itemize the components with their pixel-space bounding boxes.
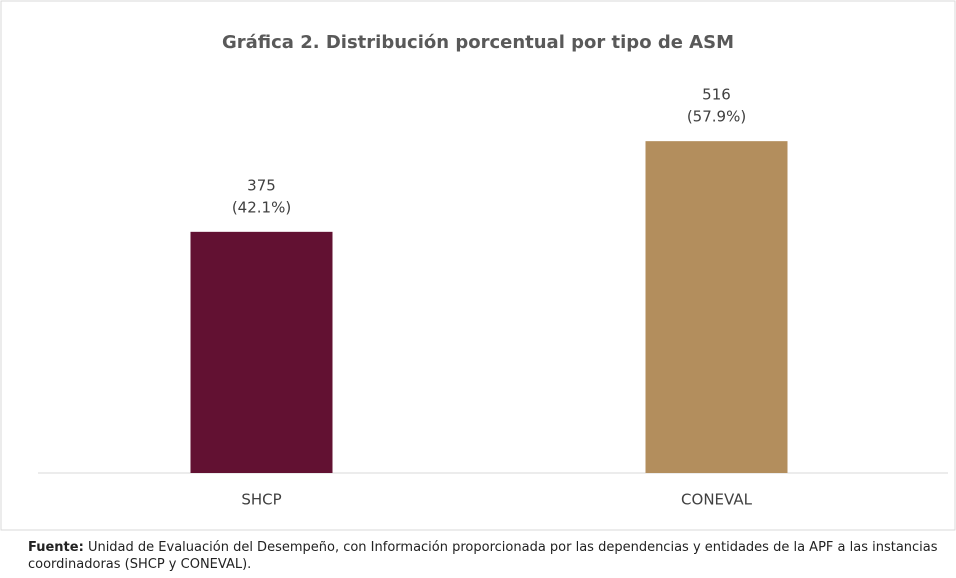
chart-border <box>0 0 956 531</box>
footer-text: Unidad de Evaluación del Desempeño, con … <box>28 540 938 572</box>
bar <box>645 141 788 473</box>
value-label: 375 <box>247 176 276 194</box>
footer-label: Fuente: <box>28 540 84 555</box>
footer: Fuente: Unidad de Evaluación del Desempe… <box>28 539 948 573</box>
chart: Gráfica 2. Distribución porcentual por t… <box>0 0 956 531</box>
chart-title: Gráfica 2. Distribución porcentual por t… <box>222 32 734 53</box>
bar <box>190 231 333 473</box>
share-label: (42.1%) <box>232 198 291 216</box>
x-tick-label: CONEVAL <box>681 491 753 509</box>
share-label: (57.9%) <box>687 108 746 126</box>
x-tick-label: SHCP <box>241 491 281 509</box>
value-label: 516 <box>702 86 731 104</box>
